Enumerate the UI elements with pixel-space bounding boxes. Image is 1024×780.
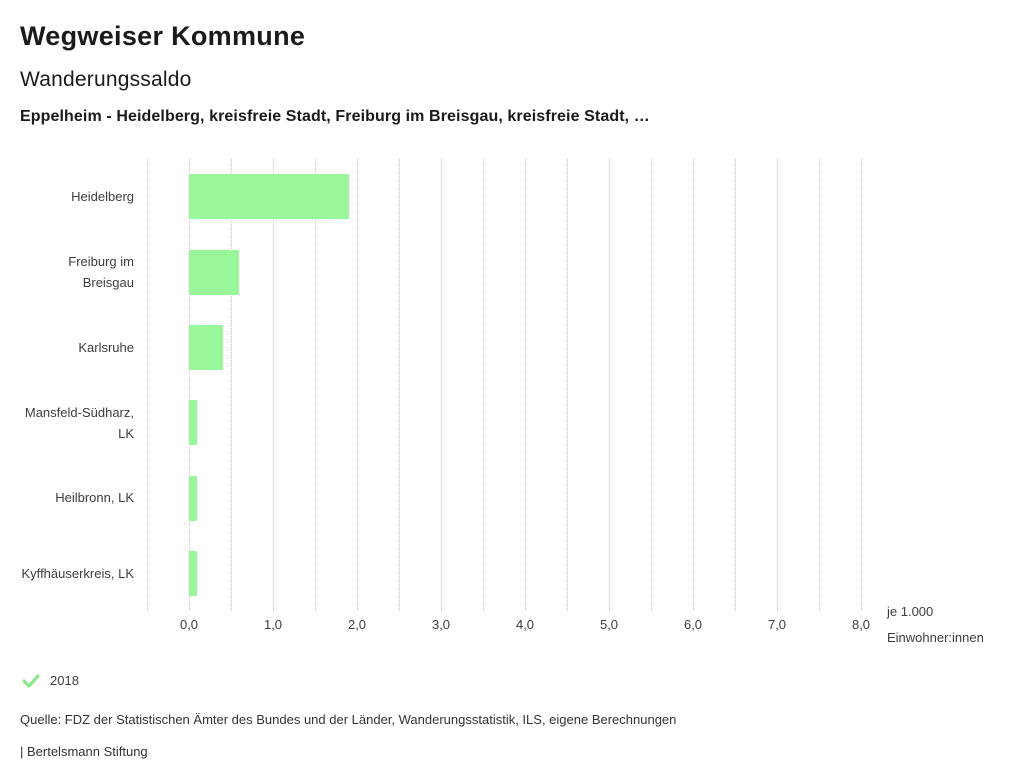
bar-heidelberg[interactable] <box>189 174 349 220</box>
gridline <box>693 159 694 611</box>
category-label: Freiburg im Breisgau <box>68 253 134 290</box>
gridline <box>651 159 652 611</box>
x-tick-label: 8,0 <box>851 617 871 632</box>
category-label: Mansfeld-Südharz, LK <box>24 404 134 441</box>
chart-description: Eppelheim - Heidelberg, kreisfreie Stadt… <box>20 108 650 125</box>
app-title: Wegweiser Kommune <box>20 21 306 51</box>
page: Wegweiser Kommune Wanderungssaldo Eppelh… <box>20 21 1004 759</box>
x-tick-label: 1,0 <box>263 617 283 632</box>
bar-heilbronn-lk[interactable] <box>189 475 198 521</box>
x-tick-label: 0,0 <box>179 617 199 632</box>
gridline <box>441 159 442 611</box>
gridline <box>189 159 190 611</box>
gridline <box>483 159 484 611</box>
gridline <box>315 159 316 611</box>
legend-year-label: 2018 <box>50 673 79 688</box>
chart-title: Wanderungssaldo <box>20 68 192 91</box>
gridline <box>567 159 568 611</box>
bar-kyffhäuserkreis-lk[interactable] <box>189 550 198 596</box>
x-tick-label: 7,0 <box>767 617 787 632</box>
gridline <box>861 159 862 611</box>
plot-area: 0,0 1,0 2,0 3,0 4,0 5,0 6,0 7,0 8,0 je 1.000 Einw… <box>147 159 1004 645</box>
x-tick-label: 3,0 <box>431 617 451 632</box>
bar-freiburg-im-breisgau[interactable] <box>189 249 240 295</box>
bar-chart: Heidelberg Freiburg im Breisgau Karlsruhe M… <box>20 159 1004 645</box>
x-tick-label: 5,0 <box>599 617 619 632</box>
category-label: Heidelberg <box>71 189 134 205</box>
gridline <box>399 159 400 611</box>
gridline <box>609 159 610 611</box>
y-axis-labels: Heidelberg Freiburg im Breisgau Karlsruhe M… <box>20 159 147 611</box>
gridline <box>777 159 778 611</box>
axis-unit-label: je 1.000 Einwohner:innen <box>887 604 984 645</box>
bar-mansfeld-südharz-lk[interactable] <box>189 400 198 446</box>
category-label: Karlsruhe <box>78 339 134 355</box>
gridline <box>147 159 148 611</box>
bar-karlsruhe[interactable] <box>189 324 223 370</box>
gridline <box>819 159 820 611</box>
x-tick-label: 6,0 <box>683 617 703 632</box>
branding-text: | Bertelsmann Stiftung <box>20 744 148 759</box>
category-label: Kyffhäuserkreis, LK <box>21 565 134 581</box>
category-label: Heilbronn, LK <box>55 490 134 506</box>
x-tick-label: 2,0 <box>347 617 367 632</box>
source-text: Quelle: FDZ der Statistischen Ämter des … <box>20 712 677 727</box>
gridline <box>357 159 358 611</box>
gridline <box>525 159 526 611</box>
gridline <box>231 159 232 611</box>
gridline <box>735 159 736 611</box>
legend[interactable]: 2018 <box>22 673 1004 688</box>
gridline <box>273 159 274 611</box>
checkmark-icon <box>22 673 40 688</box>
x-tick-label: 4,0 <box>515 617 535 632</box>
